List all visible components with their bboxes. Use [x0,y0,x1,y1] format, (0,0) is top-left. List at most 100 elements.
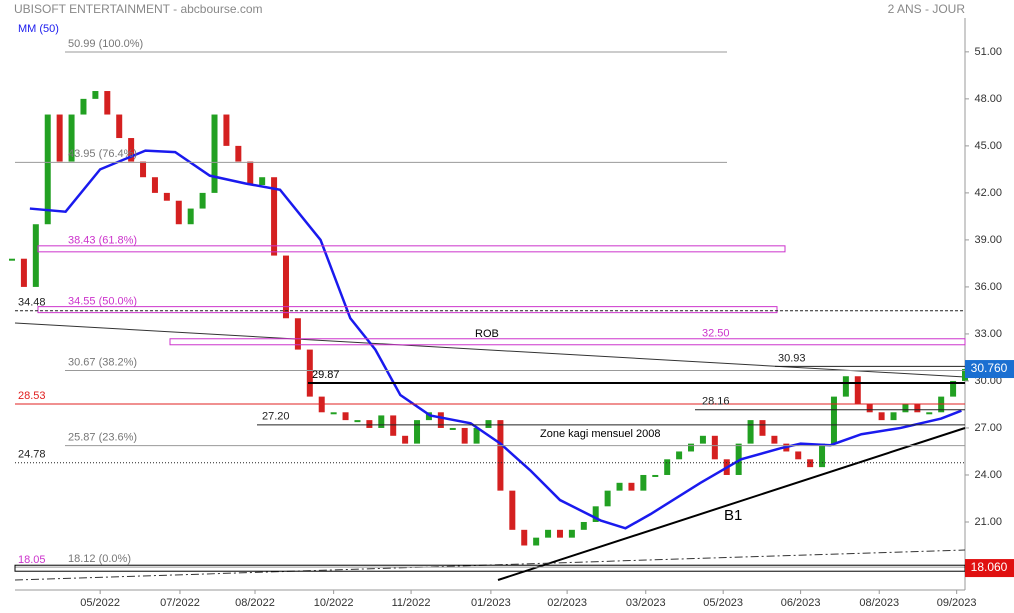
level-label: 43.95 (76.4%) [68,148,137,160]
candle [759,420,766,436]
level-label: 32.50 [702,328,730,340]
candle [926,412,933,415]
candle [580,521,587,530]
candle [616,482,623,491]
candle [628,482,635,491]
y-tick-label: 51.00 [974,46,1002,58]
candle [235,145,242,162]
level-label: 18.12 (0.0%) [68,553,131,565]
y-tick-label: 33.00 [974,328,1002,340]
y-tick-label: 24.00 [974,469,1002,481]
candle [330,412,337,415]
candle [378,415,385,428]
x-tick-label: 05/2022 [80,597,120,609]
candle [259,177,266,186]
x-tick-label: 07/2022 [160,597,200,609]
level-label: 50.99 (100.0%) [68,38,143,50]
candle [866,404,873,413]
x-tick-label: 02/2023 [547,597,587,609]
y-tick-label: 45.00 [974,140,1002,152]
x-tick-label: 08/2023 [859,597,899,609]
x-tick-label: 08/2022 [235,597,275,609]
level-zone [37,306,778,314]
candle [20,258,27,287]
level-label: 18.05 [18,554,46,566]
candle [819,443,826,468]
y-tick-label: 48.00 [974,93,1002,105]
candle [354,420,361,423]
candle [247,161,254,186]
x-tick-label: 03/2023 [626,597,666,609]
candle [473,427,480,444]
candle [688,443,695,452]
candle [366,420,373,428]
y-tick-label: 27.00 [974,422,1002,434]
moving-average [29,149,962,530]
level-label: 38.43 (61.8%) [68,235,137,247]
candle [116,114,123,139]
candle [390,415,397,436]
candle [878,412,885,421]
level-label: 24.78 [18,449,46,461]
candle [9,258,15,261]
level-zone [169,338,966,346]
candle [140,161,147,178]
candle [902,404,909,413]
y-tick-label: 42.00 [974,187,1002,199]
candle [32,224,39,287]
candle [497,420,504,491]
price-tag [965,559,1014,578]
x-tick-label: 05/2023 [703,597,743,609]
x-tick-label: 11/2022 [392,597,431,609]
candle [854,376,861,405]
candle [699,435,706,444]
candle [664,459,671,475]
candle [461,427,468,444]
level-zone [37,245,786,253]
candle [556,529,563,538]
candle [604,490,611,507]
candle [163,192,170,201]
candle [509,490,516,530]
candle [830,396,837,444]
level-label: 28.53 [18,390,46,402]
trend-line [14,322,966,378]
candle [771,435,778,444]
candle [652,474,659,477]
x-tick-label: 06/2023 [781,597,821,609]
candle [175,200,182,225]
candle [306,349,313,397]
candle [80,98,87,115]
candle [56,114,63,162]
candle [104,91,111,115]
candle [211,114,218,193]
candle [485,420,492,428]
candle [545,529,552,538]
candle [414,420,421,444]
level-label: 29.87 [312,369,340,381]
candle [640,474,647,491]
level-label: 30.67 (38.2%) [68,356,137,368]
candle [187,208,194,225]
candle [199,192,206,209]
candle [151,177,158,193]
level-label: 25.87 (23.6%) [68,432,137,444]
candle [68,114,75,162]
x-tick-label: 01/2023 [471,597,511,609]
candle [795,451,802,460]
candle [44,114,51,225]
candle [449,427,456,430]
chart-title: UBISOFT ENTERTAINMENT - abcbourse.com [14,2,263,16]
x-tick-label: 10/2022 [314,597,354,609]
candle [842,376,849,397]
candle [747,420,754,444]
y-tick-label: 36.00 [974,281,1002,293]
candle [223,114,230,146]
y-tick-label: 39.00 [974,234,1002,246]
candle [533,537,540,546]
annotation: Zone kagi mensuel 2008 [540,428,660,440]
candle [437,412,444,428]
level-label: 34.55 (50.0%) [68,296,137,308]
candle [294,318,301,350]
annotation: B1 [724,507,742,524]
